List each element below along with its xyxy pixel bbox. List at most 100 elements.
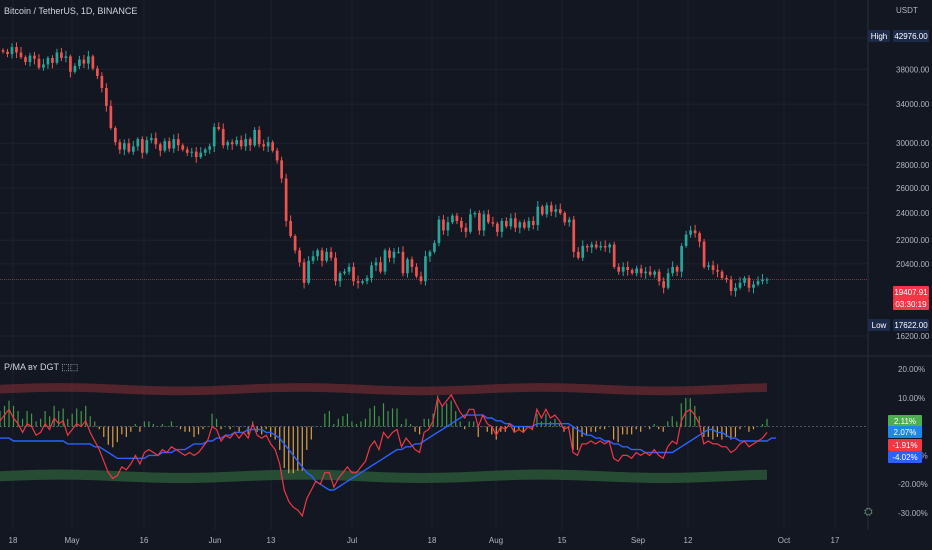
candle-body — [662, 281, 665, 288]
histogram-bar — [0, 411, 1, 427]
histogram-bar — [324, 413, 326, 427]
candle-body — [478, 213, 481, 231]
candle-body — [711, 265, 715, 271]
histogram-bar — [378, 416, 380, 427]
time-tick-label: Jun — [209, 536, 222, 545]
histogram-bar — [17, 411, 19, 427]
candle-body — [756, 281, 760, 285]
candle-body — [73, 66, 77, 72]
histogram-bar — [85, 405, 87, 427]
candle-body — [675, 266, 679, 272]
gear-icon[interactable]: ⛭ — [864, 506, 873, 518]
histogram-bar — [261, 426, 263, 435]
histogram-bar — [712, 426, 714, 440]
candle-body — [136, 139, 140, 147]
candle-body — [572, 219, 576, 252]
candle-body — [361, 281, 364, 283]
histogram-bar — [211, 413, 213, 427]
candle-body — [554, 209, 558, 212]
histogram-bar — [500, 426, 502, 432]
histogram-bar — [166, 426, 168, 428]
candle-body — [338, 273, 342, 282]
candle-body — [64, 56, 68, 58]
histogram-bar — [387, 411, 389, 427]
candle-body — [352, 266, 355, 282]
histogram-bar — [554, 418, 556, 427]
indicator-tick-label: -30.00% — [898, 509, 928, 518]
histogram-bar — [446, 403, 448, 427]
last-price-badge-bg — [893, 286, 929, 298]
histogram-bar — [671, 416, 673, 427]
histogram-bar — [161, 424, 164, 427]
histogram-bar — [319, 426, 321, 428]
candle-body — [248, 139, 252, 146]
histogram-bar — [238, 426, 240, 432]
histogram-bar — [202, 426, 204, 430]
candle-body — [347, 266, 351, 272]
candle-body — [419, 276, 423, 282]
histogram-bar — [188, 426, 191, 432]
chart-grid — [0, 0, 932, 530]
histogram-bar — [12, 405, 15, 427]
candle-body — [424, 256, 427, 282]
histogram-bar — [315, 426, 317, 428]
histogram-bar — [337, 418, 339, 427]
histogram-bar — [373, 405, 376, 427]
time-tick-label: 18 — [9, 536, 18, 545]
histogram-bar — [234, 426, 236, 428]
time-axis[interactable]: 18 May 16 Jun 13 Jul 18 Aug 15 Sep 12 Oct 17 — [9, 536, 840, 545]
histogram-bar — [631, 426, 633, 435]
histogram-bar — [658, 426, 660, 430]
candle-body — [743, 277, 746, 283]
histogram-bar — [473, 421, 475, 427]
indicator-value-bg — [888, 415, 922, 427]
candle-body — [131, 146, 135, 152]
candle-body — [239, 140, 243, 147]
candle-body — [311, 256, 315, 261]
candle-body — [689, 230, 692, 235]
candle-body — [280, 160, 283, 179]
indicator-axis[interactable]: 20.00%10.00%-10.00%-20.00%-30.00%2.11%2.… — [888, 365, 928, 518]
candle-body — [42, 64, 45, 68]
symbol-title[interactable]: Bitcoin / TetherUS, 1D, BINANCE — [4, 6, 138, 16]
candle-body — [114, 127, 117, 143]
histogram-bar — [698, 416, 700, 427]
price-tick-label: 26000.00 — [896, 184, 930, 193]
indicator-value-bg — [888, 439, 922, 451]
histogram-bar — [89, 416, 91, 427]
price-axis[interactable]: 42000.0038000.0034000.0030000.0028000.00… — [868, 30, 930, 341]
candle-body — [365, 277, 369, 282]
histogram-bar — [355, 424, 358, 427]
histogram-bar — [423, 418, 425, 427]
candle-body — [716, 270, 719, 272]
countdown-badge: 03:30:19 — [895, 300, 927, 309]
candle-body — [630, 270, 634, 274]
histogram-bar — [197, 426, 200, 435]
candle-body — [127, 143, 131, 152]
indicator-title[interactable]: P/MA ʙʏ DGT ⬚⬚ — [4, 362, 79, 372]
candle-body — [307, 260, 310, 283]
candle-body — [473, 213, 477, 215]
histogram-bar — [94, 421, 96, 427]
candle-body — [253, 129, 257, 146]
candle-body — [257, 129, 261, 145]
candle-body — [37, 58, 41, 68]
high-label: High — [871, 32, 887, 41]
candle-body — [388, 250, 391, 258]
histogram-bar — [594, 426, 597, 432]
histogram-bar — [640, 426, 642, 432]
candle-body — [190, 151, 194, 153]
histogram-bar — [644, 426, 646, 428]
histogram-bar — [455, 411, 457, 427]
histogram-bar — [179, 426, 182, 430]
time-tick-label: Jul — [347, 536, 357, 545]
candle-body — [6, 51, 9, 55]
indicator-value-badge: -1.91% — [892, 441, 917, 450]
histogram-bar — [662, 426, 664, 432]
histogram-bar — [414, 426, 416, 432]
histogram-bar — [428, 418, 430, 427]
candle-body — [10, 47, 14, 55]
candle-body — [563, 213, 567, 223]
histogram-bar — [757, 426, 759, 428]
